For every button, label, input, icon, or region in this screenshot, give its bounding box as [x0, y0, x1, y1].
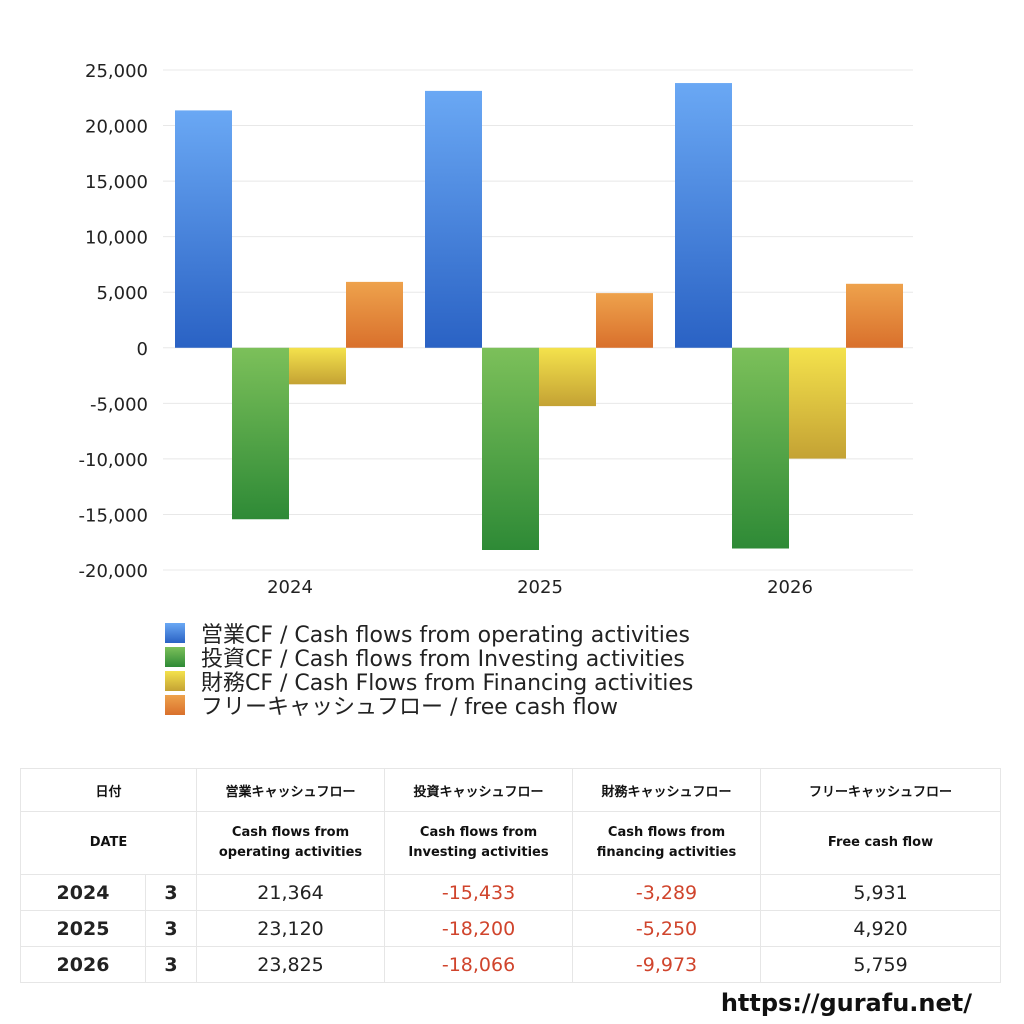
bar-operating: [675, 83, 732, 348]
cell-financing: -5,250: [572, 910, 762, 947]
bar-free-cash-flow: [596, 293, 653, 348]
table-header-en: DATE Cash flows from operating activities…: [19, 811, 1002, 875]
bar-financing: [789, 347, 846, 459]
y-tick-label: -20,000: [79, 561, 148, 582]
cash-flow-bar-chart: 25,000 20,000 15,000 10,000 5,000 0 -5,000 -10,…: [79, 61, 913, 598]
header-date-jp: 日付: [19, 768, 198, 812]
cell-fcf: 5,759: [760, 946, 1002, 983]
legend-swatch-operating: [165, 623, 185, 643]
cell-operating: 23,120: [196, 910, 386, 947]
y-tick-label: 20,000: [85, 117, 148, 138]
legend-label-free-cash-flow: フリーキャッシュフロー / free cash flow: [201, 695, 619, 720]
header-fcf-en: Free cash flow: [760, 811, 1002, 875]
y-tick-label: 25,000: [85, 61, 148, 82]
header-operating-en: Cash flows from operating activities: [196, 811, 386, 875]
bar-financing: [539, 347, 596, 407]
y-tick-label: 15,000: [85, 172, 148, 193]
y-tick-label: 10,000: [85, 228, 148, 249]
y-tick-label: 0: [137, 339, 148, 360]
header-investing-jp: 投資キャッシュフロー: [384, 768, 574, 812]
table-row: 2024 3 21,364 -15,433 -3,289 5,931: [20, 874, 1002, 911]
header-operating-jp: 営業キャッシュフロー: [196, 768, 386, 812]
cell-financing: -3,289: [572, 874, 762, 911]
row-month: 3: [144, 910, 198, 947]
table-row: 2026 3 23,825 -18,066 -9,973 5,759: [20, 946, 1002, 983]
legend-item-free-cash-flow: フリーキャッシュフロー / free cash flow: [165, 693, 693, 720]
bar-free-cash-flow: [346, 281, 403, 348]
legend-item-financing: 財務CF / Cash Flows from Financing activit…: [165, 669, 693, 696]
header-date-en: DATE: [19, 811, 198, 875]
bar-operating: [425, 90, 482, 348]
bar-free-cash-flow: [846, 283, 903, 348]
table-row: 2025 3 23,120 -18,200 -5,250 4,920: [20, 910, 1002, 947]
legend-label-operating: 営業CF / Cash flows from operating activit…: [201, 623, 690, 648]
row-year: 2025: [20, 910, 146, 947]
x-tick-label: 2024: [267, 577, 313, 598]
bar-investing: [732, 347, 789, 549]
legend-swatch-investing: [165, 647, 185, 667]
cell-operating: 21,364: [196, 874, 386, 911]
bar-investing: [482, 347, 539, 550]
cell-investing: -18,066: [384, 946, 574, 983]
legend: 営業CF / Cash flows from operating activit…: [165, 621, 693, 720]
site-url[interactable]: https://gurafu.net/: [720, 989, 972, 1017]
legend-label-financing: 財務CF / Cash Flows from Financing activit…: [201, 671, 694, 696]
bar-investing: [232, 347, 289, 520]
cell-fcf: 4,920: [760, 910, 1002, 947]
y-tick-label: 5,000: [96, 283, 148, 304]
bar-operating: [175, 110, 232, 348]
x-axis-labels: 2024 2025 2026: [267, 577, 813, 598]
row-year: 2026: [20, 946, 146, 983]
x-tick-label: 2025: [517, 577, 563, 598]
table-header-jp: 日付 営業キャッシュフロー 投資キャッシュフロー 財務キャッシュフロー フリーキ…: [19, 768, 1002, 812]
row-month: 3: [144, 946, 198, 983]
legend-swatch-free-cash-flow: [165, 695, 185, 715]
cell-financing: -9,973: [572, 946, 762, 983]
legend-item-operating: 営業CF / Cash flows from operating activit…: [165, 621, 693, 648]
row-year: 2024: [20, 874, 146, 911]
x-tick-label: 2026: [767, 577, 813, 598]
cell-fcf: 5,931: [760, 874, 1002, 911]
header-investing-en: Cash flows from Investing activities: [384, 811, 574, 875]
header-fcf-jp: フリーキャッシュフロー: [760, 768, 1002, 812]
bars: [175, 83, 903, 550]
cell-investing: -15,433: [384, 874, 574, 911]
legend-label-investing: 投資CF / Cash flows from Investing activit…: [201, 647, 685, 672]
header-financing-jp: 財務キャッシュフロー: [572, 768, 762, 812]
legend-swatch-financing: [165, 671, 185, 691]
y-tick-label: -5,000: [90, 394, 148, 415]
y-tick-label: -10,000: [79, 450, 148, 471]
bar-financing: [289, 347, 346, 385]
cell-operating: 23,825: [196, 946, 386, 983]
row-month: 3: [144, 874, 198, 911]
y-tick-label: -15,000: [79, 505, 148, 526]
header-financing-en: Cash flows from financing activities: [572, 811, 762, 875]
cash-flow-table: 日付 営業キャッシュフロー 投資キャッシュフロー 財務キャッシュフロー フリーキ…: [19, 768, 1002, 983]
cell-investing: -18,200: [384, 910, 574, 947]
legend-item-investing: 投資CF / Cash flows from Investing activit…: [165, 645, 693, 672]
y-axis-labels: 25,000 20,000 15,000 10,000 5,000 0 -5,000 -10,…: [79, 61, 148, 582]
